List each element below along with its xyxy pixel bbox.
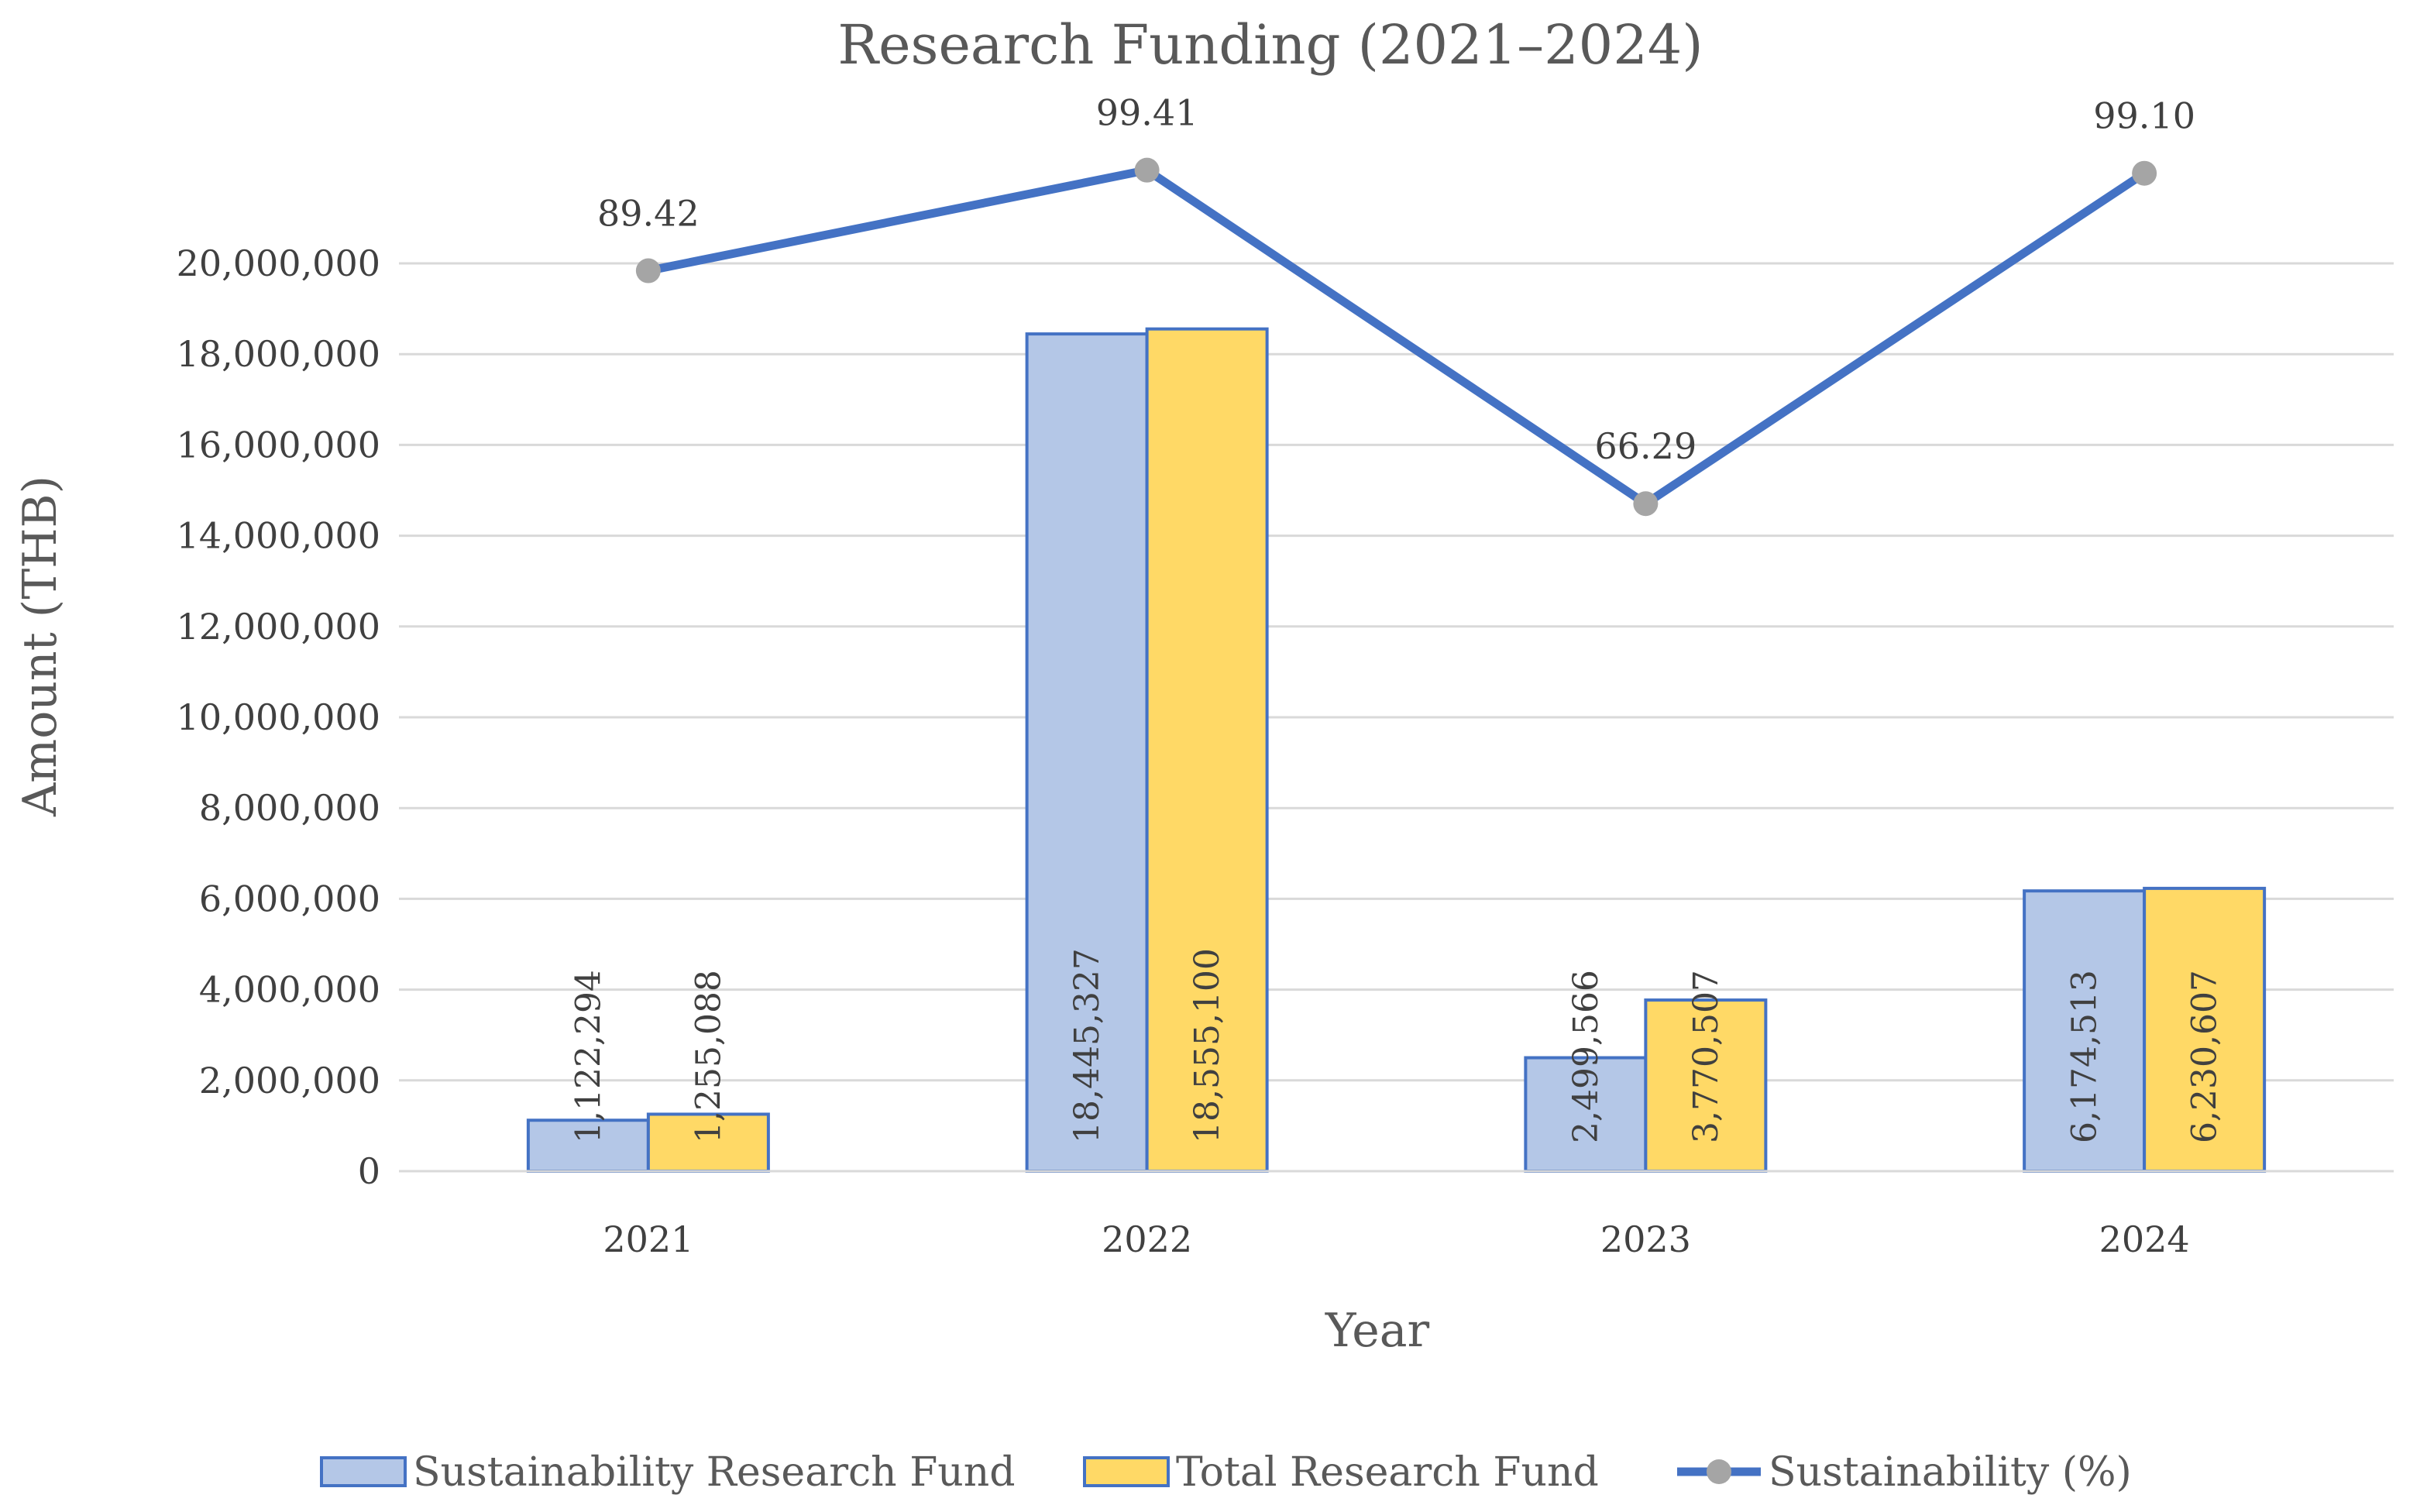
bar-data-label: 1,255,088	[689, 970, 728, 1143]
y-tick-label: 20,000,000	[177, 242, 380, 284]
bars	[526, 327, 2267, 1174]
x-tick-label: 2024	[2099, 1218, 2190, 1260]
y-axis-title: Amount (THB)	[13, 476, 67, 817]
gridlines	[399, 262, 2394, 1082]
bar-data-label: 18,445,327	[1067, 948, 1107, 1143]
y-tick-label: 10,000,000	[177, 696, 380, 738]
line-point-marker	[635, 258, 661, 284]
y-tick-label: 18,000,000	[177, 333, 380, 375]
x-tick-label: 2022	[1102, 1218, 1192, 1260]
y-tick-label: 12,000,000	[177, 606, 380, 648]
bar	[1025, 332, 1149, 1173]
legend-marker	[1707, 1459, 1731, 1484]
y-tick-label: 4,000,000	[199, 969, 380, 1011]
x-tick-label: 2021	[603, 1218, 693, 1260]
x-axis-title: Year	[1325, 1304, 1430, 1358]
bar-data-label: 1,122,294	[569, 970, 608, 1143]
line-point-marker	[2132, 160, 2157, 186]
legend-swatch	[1083, 1456, 1170, 1487]
line-data-label: 89.42	[597, 193, 700, 235]
legend-item: Total Research Fund	[1083, 1449, 1599, 1496]
chart-title: Research Funding (2021–2024)	[837, 13, 1703, 77]
line-data-label: 66.29	[1595, 425, 1697, 467]
bar-data-label: 6,174,513	[2065, 970, 2105, 1143]
y-tick-label: 6,000,000	[199, 878, 380, 919]
bar	[2023, 889, 2147, 1174]
line-data-label: 99.10	[2093, 95, 2195, 137]
bar	[1145, 327, 1269, 1173]
sustainability-line	[644, 166, 2149, 508]
bar-data-label: 3,770,507	[1686, 970, 1726, 1143]
x-axis: 2021 2022 2023 2024	[399, 1170, 2394, 1260]
y-tick-label: 0	[358, 1150, 380, 1192]
legend-label: Sustainability (%)	[1769, 1449, 2132, 1496]
bar	[1644, 998, 1768, 1174]
legend-label: Sustainability Research Fund	[413, 1449, 1016, 1496]
bar-data-label: 18,555,100	[1188, 948, 1227, 1143]
line-point-marker	[1134, 157, 1160, 183]
bar-data-label: 2,499,566	[1566, 970, 1606, 1143]
bar	[646, 1112, 770, 1173]
legend: Sustainability Research Fund Total Resear…	[320, 1449, 2132, 1496]
line-point-marker	[1633, 491, 1659, 517]
y-tick-label: 14,000,000	[177, 515, 380, 557]
x-tick-label: 2023	[1600, 1218, 1691, 1260]
y-axis-ticks: 0 2,000,000 4,000,000 6,000,000 8,000,000 10,…	[177, 242, 380, 1192]
y-tick-label: 16,000,000	[177, 424, 380, 466]
legend-swatch	[320, 1456, 407, 1487]
legend-item: Sustainability Research Fund	[320, 1449, 1016, 1496]
line-data-label: 99.41	[1096, 92, 1198, 134]
legend-label: Total Research Fund	[1176, 1449, 1599, 1496]
sustainability-line-series: 89.42 99.41 66.29 99.10	[597, 92, 2195, 517]
legend-item: Sustainability (%)	[1677, 1449, 2132, 1496]
data-labels: 1,122,294 18,445,327 2,499,566 6,174,513 1,2…	[569, 948, 2224, 1143]
y-tick-label: 2,000,000	[199, 1060, 380, 1101]
y-tick-label: 8,000,000	[199, 787, 380, 829]
bar-data-label: 6,230,607	[2185, 970, 2225, 1143]
